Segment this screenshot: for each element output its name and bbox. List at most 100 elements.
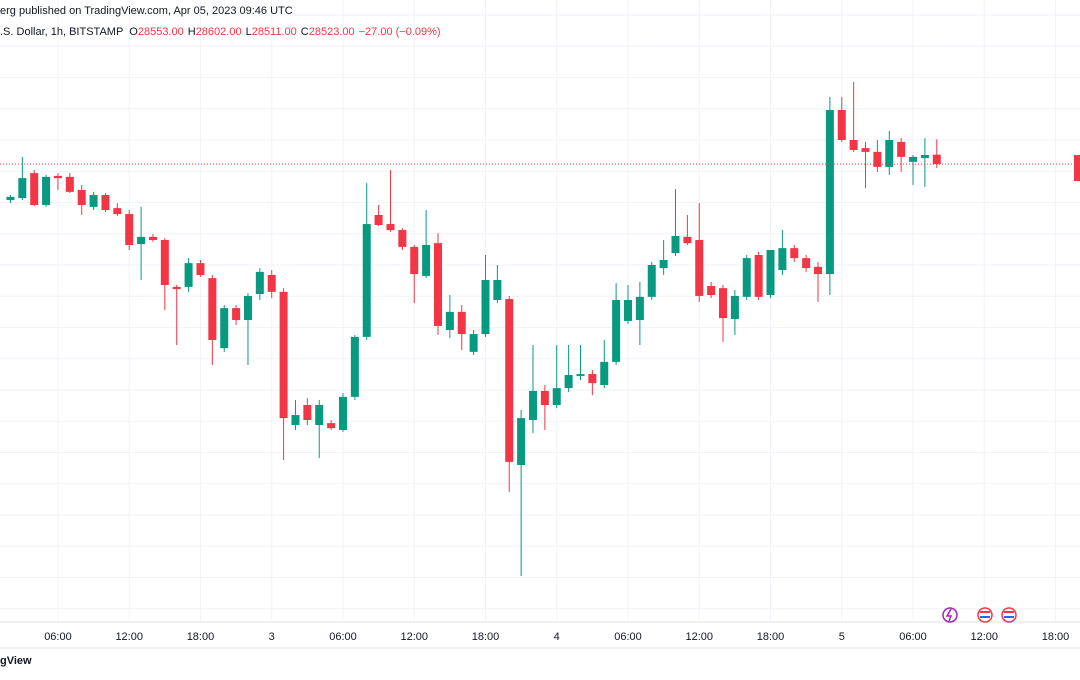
candle-body [742,258,751,297]
candle-body [647,265,656,297]
symbol-legend: .S. Dollar, 1h, BITSTAMP O28553.00 H28602.… [0,26,441,38]
candle-body [101,195,110,210]
candle-body [77,190,86,205]
candle-body [362,224,371,337]
x-tick-label: 18:00 [1042,631,1070,643]
candle-body [148,236,157,240]
candle-body [398,230,407,247]
candle-body [6,196,15,200]
event-icons [942,607,1017,623]
symbol-name: .S. Dollar, 1h, BITSTAMP [0,26,123,38]
candle-body [255,271,264,295]
candle-body [457,311,466,335]
candle-body [517,418,526,465]
candle-body [386,224,395,230]
candle-body [825,110,834,275]
candle-body [172,286,181,290]
candle-body [778,248,787,270]
candle-body [683,236,692,244]
candle-body [53,175,62,179]
x-tick-label: 06:00 [329,631,357,643]
candle-body [89,195,98,207]
candle-body [232,308,241,320]
candle-body [790,248,799,259]
candle-body [481,280,490,335]
published-line: erg published on TradingView.com, Apr 05… [0,5,293,17]
candle-body [445,311,454,330]
candle-body [873,151,882,167]
x-tick-label: 06:00 [614,631,642,643]
brand: gView [0,655,32,667]
candle-body [766,250,775,295]
x-tick-label: 3 [269,631,275,643]
candle-body [327,423,336,429]
candle-body [196,263,205,275]
candle-body [422,245,431,276]
candle-body [719,288,728,319]
candle-body [600,361,609,385]
candle-body [635,296,644,320]
ohlc-value: 28511.00 [252,26,297,38]
candle-body [576,374,585,376]
candle-body [137,236,146,245]
change: −27.00 (−0.09%) [359,26,441,38]
candle-body [754,255,763,297]
x-tick-label: 4 [554,631,560,643]
candle-body [208,278,217,340]
candle-body [267,275,276,292]
candle-body [671,235,680,254]
candle-body [730,295,739,320]
candle-body [30,173,39,205]
candle-body [184,263,193,287]
candle-body [410,246,419,275]
candle-body [837,110,846,140]
candle-body [909,156,918,162]
ohlc-label: L [246,26,252,38]
candle-body [932,154,941,165]
x-tick-label: 06:00 [899,631,927,643]
ohlc-label: H [188,26,196,38]
candle-body [612,300,621,362]
candle-body [433,243,442,326]
x-tick-label: 18:00 [472,631,500,643]
ohlc-value: 28523.00 [309,26,355,38]
x-tick-label: 18:00 [187,631,215,643]
candle-body [528,390,537,420]
candle-body [220,308,229,349]
candle-body [707,285,716,295]
candle-body [18,178,27,199]
ohlc-label: C [301,26,309,38]
candle-body [814,266,823,275]
ohlc-value: 28553.00 [138,26,184,38]
x-tick-label: 12:00 [115,631,143,643]
candle-body [303,405,312,420]
candle-body [338,396,347,430]
x-tick-label: 12:00 [685,631,713,643]
candle-body [315,405,324,425]
x-tick-label: 12:00 [971,631,999,643]
x-tick-label: 18:00 [757,631,785,643]
x-tick-label: 06:00 [44,631,72,643]
candle-body [564,375,573,389]
candle-body [861,148,870,152]
ohlc-value: 28602.00 [196,26,242,38]
price-tag [1074,155,1080,182]
x-tick-label: 12:00 [400,631,428,643]
candle-body [624,300,633,321]
candle-body [849,140,858,150]
x-tick-label: 5 [839,631,845,643]
candle-body [802,258,811,269]
candle-body [243,295,252,320]
candle-body [540,390,549,405]
candle-body [552,388,561,405]
candle-body [493,280,502,300]
candle-body [65,176,74,192]
candle-body [695,240,704,296]
candle-body [588,374,597,384]
candle-body [279,291,288,419]
candle-body [505,299,514,462]
candle-body [469,334,478,352]
candle-body [659,260,668,269]
